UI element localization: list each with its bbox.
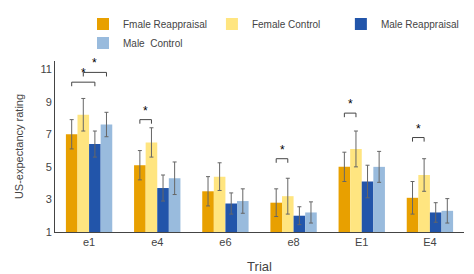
svg-text:*: * <box>348 97 353 111</box>
svg-text:e4: e4 <box>151 236 163 248</box>
svg-text:US-expectancy rating: US-expectancy rating <box>13 94 25 199</box>
svg-text:11: 11 <box>40 63 51 75</box>
svg-text:Fmale Reappraisal: Fmale Reappraisal <box>123 19 207 30</box>
svg-text:Male Reappraisal: Male Reappraisal <box>381 19 459 30</box>
svg-text:*: * <box>143 104 148 118</box>
svg-text:3: 3 <box>46 193 52 205</box>
svg-text:*: * <box>81 66 86 80</box>
svg-text:e8: e8 <box>287 236 299 248</box>
svg-text:e1: e1 <box>83 236 95 248</box>
svg-text:E4: E4 <box>423 236 436 248</box>
svg-text:*: * <box>92 56 97 70</box>
svg-text:9: 9 <box>46 96 52 108</box>
svg-text:Female Control: Female Control <box>252 19 320 30</box>
svg-text:E1: E1 <box>355 236 368 248</box>
svg-text:*: * <box>280 143 285 157</box>
svg-text:*: * <box>416 122 421 136</box>
svg-text:5: 5 <box>46 161 52 173</box>
svg-text:Trial: Trial <box>247 259 272 274</box>
svg-text:Male Control: Male Control <box>123 38 182 49</box>
svg-text:e6: e6 <box>219 236 231 248</box>
svg-text:1: 1 <box>46 226 52 238</box>
svg-text:7: 7 <box>46 128 52 140</box>
